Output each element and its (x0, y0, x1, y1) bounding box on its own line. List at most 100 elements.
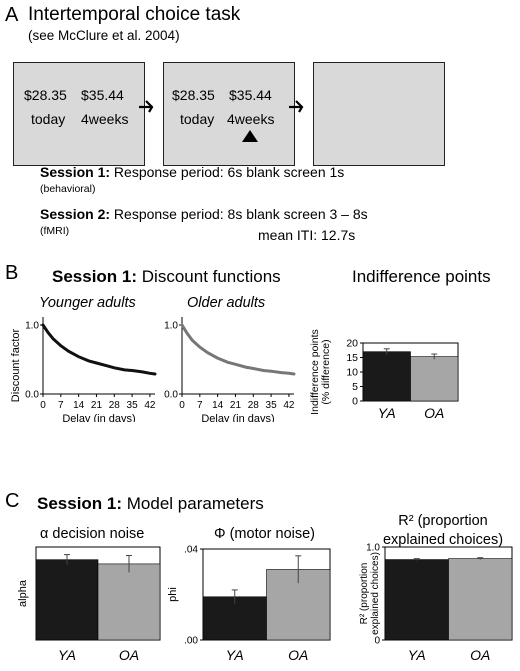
alpha-title: α decision noise (40, 526, 145, 542)
chart-alpha: YA OA alpha (17, 546, 161, 663)
screen-1-amount-1: $28.35 (24, 87, 67, 103)
alpha-bar-oa (97, 563, 161, 641)
screen-2-amount-2: $35.44 (229, 87, 272, 103)
young-xlabel: Delay (in days) (62, 413, 135, 422)
session-1-line: Session 1: Response period: 6s blank scr… (40, 164, 344, 180)
r2-ytick-label: 0 (374, 636, 380, 647)
chart-older-discount: 1.0 0.00 7 14 21 28 35 42 Delay (in days) (164, 317, 296, 422)
phi-category-oa: OA (288, 647, 308, 663)
indiff-ytick-label: 10 (346, 367, 358, 379)
old-ytick-label: 0.0 (164, 390, 178, 401)
session-2-iti: mean ITI: 12.7s (258, 227, 356, 243)
old-xtick-label: 28 (248, 400, 260, 411)
panel-c-charts: YA OA alpha YA OA .00 .04 phi YA OA 0 1.0 R² (prop… (17, 543, 513, 663)
alpha-ylabel: alpha (17, 579, 29, 607)
screen-1-label-2: 4weeks (81, 111, 129, 127)
session-1-text: Response period: 6s blank screen 1s (110, 164, 345, 180)
session-2-label: Session 2: (40, 206, 111, 222)
panel-c-letter: C (5, 490, 20, 512)
session-1-label: Session 1: (40, 164, 111, 180)
older-adults-title: Older adults (187, 295, 266, 311)
young-xtick-label: 28 (109, 400, 121, 411)
old-xtick-label: 35 (266, 400, 278, 411)
r2-bar-ya (384, 559, 449, 641)
screen-2: $28.35 $35.44 today 4weeks (163, 62, 295, 166)
old-xtick-label: 42 (283, 400, 295, 411)
indiff-ylabel: Indifference points (309, 329, 321, 415)
alpha-category-ya: YA (58, 647, 76, 663)
younger-adults-title: Younger adults (39, 295, 136, 311)
r2-ylabel: R² (proportion (359, 563, 370, 625)
young-series-line (41, 323, 157, 376)
screen-3-blank (313, 62, 445, 166)
chart-younger-discount: 1.0 0.00 7 14 21 28 35 42 Delay (in days) Discoun… (10, 317, 157, 422)
young-xtick-label: 7 (58, 400, 64, 411)
panel-c-title-bold: Session 1: (37, 494, 123, 513)
r2-ylabel: explained choices) (370, 552, 381, 635)
chart-indifference-points: YA OA 0 5 10 15 20 Indifference points (% differ… (309, 329, 459, 421)
r2-title-line-1: R² (proportion (398, 513, 488, 529)
indiff-ytick-label: 0 (352, 396, 358, 408)
indiff-ytick-label: 20 (346, 338, 358, 350)
old-xlabel: Delay (in days) (201, 413, 274, 422)
old-series-line (180, 323, 296, 376)
panel-a-subtitle: (see McClure et al. 2004) (28, 28, 180, 43)
phi-title: Φ (motor noise) (214, 526, 316, 542)
screen-2-label-2: 4weeks (227, 111, 275, 127)
panel-b-title-bold: Session 1: (52, 267, 138, 286)
session-1-note: (behavioral) (40, 183, 96, 195)
chart-r2: YA OA 0 1.0 R² (proportion explained choices) (359, 543, 513, 663)
arrow-right-icon (289, 100, 304, 113)
young-ytick-label: 0.0 (25, 390, 39, 401)
session-2-note: (fMRI) (40, 225, 70, 237)
alpha-category-oa: OA (119, 647, 139, 663)
panel-a-letter: A (5, 4, 19, 26)
phi-ytick-label: .00 (184, 636, 198, 647)
old-ytick-label: 1.0 (164, 321, 178, 332)
panel-b-title-rest: Discount functions (137, 267, 281, 286)
indiff-category-ya: YA (378, 405, 396, 421)
indiff-bar-ya (362, 351, 411, 402)
indiff-ytick-label: 5 (352, 381, 358, 393)
young-ytick-label: 1.0 (25, 321, 39, 332)
indiff-category-oa: OA (424, 405, 444, 421)
r2-category-ya: YA (408, 647, 426, 663)
arrow-right-icon (139, 100, 154, 113)
indiff-bar-oa (410, 356, 459, 402)
young-xtick-label: 21 (91, 400, 103, 411)
panel-c-title: Session 1: Model parameters (37, 494, 264, 514)
old-xtick-label: 7 (197, 400, 203, 411)
indifference-title: Indifference points (352, 267, 491, 286)
r2-title-line-2: explained choices) (382, 532, 504, 548)
screen-2-amount-1: $28.35 (172, 87, 215, 103)
phi-ytick-label: .04 (184, 545, 198, 556)
r2-category-oa: OA (470, 647, 490, 663)
screen-2-label-1: today (180, 111, 215, 127)
chart-phi: YA OA .00 .04 phi (167, 545, 331, 663)
old-xtick-label: 14 (212, 400, 224, 411)
panel-a-title: Intertemporal choice task (28, 4, 241, 25)
phi-category-ya: YA (226, 647, 244, 663)
young-xtick-label: 35 (127, 400, 139, 411)
young-xtick-label: 14 (73, 400, 85, 411)
indiff-ytick-label: 15 (346, 352, 358, 364)
session-2-line: Session 2: Response period: 8s blank scr… (40, 206, 368, 222)
screen-1-label-1: today (31, 111, 66, 127)
young-ylabel: Discount factor (10, 328, 22, 402)
phi-bar-ya (202, 596, 267, 641)
r2-ytick-label: 1.0 (366, 543, 380, 554)
choice-marker-icon (242, 130, 258, 142)
screen-1: $28.35 $35.44 today 4weeks (13, 62, 145, 166)
phi-ylabel: phi (167, 587, 179, 602)
screen-1-amount-2: $35.44 (81, 87, 124, 103)
r2-bar-oa (448, 558, 513, 641)
old-xtick-label: 21 (230, 400, 242, 411)
panel-c-title-rest: Model parameters (122, 494, 264, 513)
indiff-ylabel: (% difference) (320, 339, 332, 404)
young-xtick-label: 42 (144, 400, 156, 411)
old-xtick-label: 0 (179, 400, 185, 411)
young-xtick-label: 0 (40, 400, 46, 411)
alpha-bar-ya (35, 559, 99, 641)
panel-b-letter: B (5, 262, 19, 284)
